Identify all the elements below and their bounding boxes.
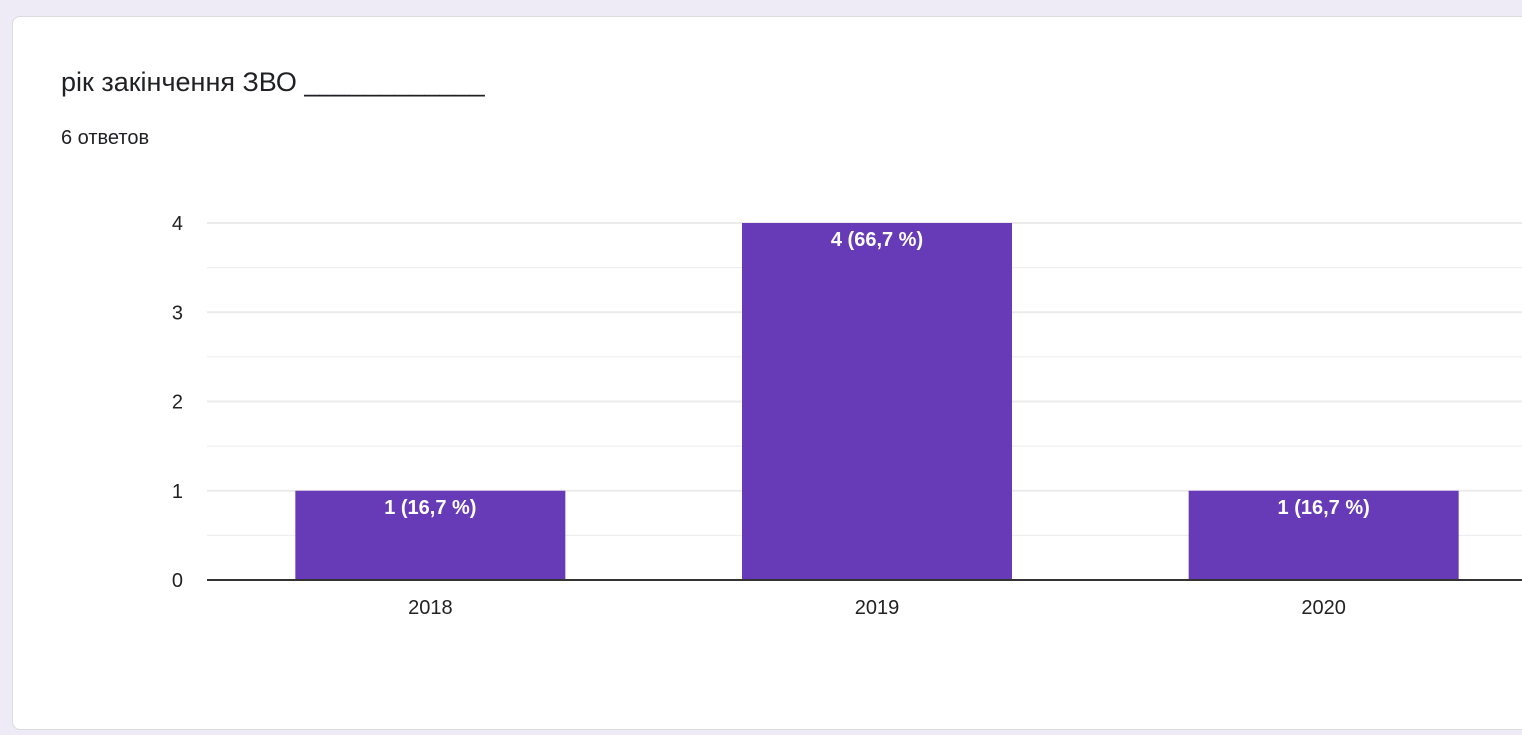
bar bbox=[742, 223, 1012, 580]
x-axis-ticks: 2018 2019 2020 bbox=[408, 597, 1346, 619]
y-tick-label: 0 bbox=[172, 570, 183, 592]
y-tick-label: 4 bbox=[172, 213, 183, 235]
bar-data-label: 1 (16,7 %) bbox=[1278, 497, 1370, 519]
bars: 1 (16,7 %) 4 (66,7 %) 1 (16,7 %) bbox=[295, 223, 1459, 580]
bar bbox=[1188, 490, 1459, 580]
y-tick-label: 3 bbox=[172, 302, 183, 324]
y-tick-label: 1 bbox=[172, 481, 183, 503]
x-tick-label: 2018 bbox=[408, 597, 453, 619]
response-count: 6 ответов bbox=[61, 127, 150, 149]
question-title: рік закінчення ЗВО ____________ bbox=[61, 67, 485, 97]
bar-data-label: 1 (16,7 %) bbox=[384, 497, 476, 519]
x-tick-label: 2020 bbox=[1301, 597, 1346, 619]
bar bbox=[295, 490, 566, 580]
bar-data-label: 4 (66,7 %) bbox=[831, 229, 923, 251]
y-axis-ticks: 0 1 2 3 4 bbox=[172, 213, 183, 592]
y-tick-label: 2 bbox=[172, 392, 183, 414]
x-tick-label: 2019 bbox=[855, 597, 900, 619]
